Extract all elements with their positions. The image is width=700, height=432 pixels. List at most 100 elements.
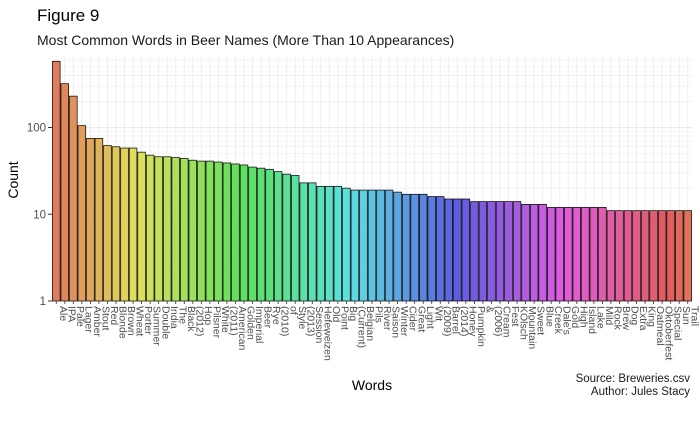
x-tick-label: of [287, 306, 299, 315]
bar-11 [145, 154, 155, 302]
x-tick-label: Mild [603, 306, 615, 325]
bar-52 [495, 201, 505, 302]
x-axis-label: Words [352, 377, 392, 393]
bar-59 [555, 207, 564, 302]
bar-49 [470, 201, 479, 302]
bar-68 [632, 210, 641, 302]
x-tick-label: Wit [432, 306, 444, 321]
bar-60 [564, 207, 573, 302]
bar-23 [248, 166, 257, 302]
bar-44 [427, 196, 436, 302]
bar-1 [60, 83, 69, 302]
bar-57 [538, 204, 547, 302]
x-tick-label: Pils [373, 306, 385, 323]
bar-37 [367, 189, 377, 302]
bar-32 [325, 185, 334, 302]
bar-56 [529, 204, 539, 302]
bar-34 [342, 187, 351, 302]
x-tick-label: White [219, 306, 231, 333]
bar-64 [598, 207, 607, 302]
bar-30 [308, 182, 317, 302]
x-tick-label: Sun [680, 306, 692, 325]
bar-43 [419, 193, 428, 302]
x-tick-label: Barrel [449, 306, 461, 334]
y-tick-label: 100 [27, 123, 46, 135]
bar-70 [649, 210, 658, 302]
x-tick-label: Fest [509, 306, 521, 327]
bar-38 [376, 189, 385, 302]
x-tick-label: King [646, 306, 658, 327]
x-tick-label: Imperial [253, 306, 265, 343]
y-tick-label: 10 [33, 209, 46, 221]
bar-54 [512, 201, 522, 302]
y-tick-label: 1 [40, 296, 46, 308]
x-tick-label: Style [296, 306, 308, 330]
x-tick-label: Oatmeal [654, 306, 666, 346]
bar-3 [77, 125, 87, 302]
bar-65 [606, 210, 616, 302]
bar-28 [291, 175, 300, 302]
x-tick-label: Light [424, 306, 436, 329]
bar-8 [120, 147, 129, 302]
x-tick-label: The [176, 306, 188, 324]
x-tick-label: (Current) [356, 306, 368, 348]
x-tick-label: Winter [398, 306, 410, 337]
bar-19 [214, 161, 223, 302]
x-tick-label: Saison [390, 306, 402, 338]
bar-51 [487, 201, 496, 302]
bar-9 [128, 147, 138, 302]
x-tick-label: India [168, 306, 180, 329]
bar-36 [359, 189, 368, 302]
x-tick-label: Extra [637, 306, 649, 331]
x-tick-label: Blue [543, 306, 555, 327]
x-tick-label: (2013) [304, 306, 316, 336]
x-tick-label: Rock [612, 306, 624, 331]
x-tick-label: Oktoberfest [663, 306, 675, 360]
x-tick-label: IPA [65, 306, 77, 322]
x-tick-label: Dog [629, 306, 641, 325]
bar-40 [393, 191, 402, 302]
x-tick-label: Mountain [526, 306, 538, 349]
bar-20 [222, 162, 232, 302]
bar-53 [504, 201, 513, 302]
bars [52, 60, 692, 302]
x-tick-label: Point [338, 306, 350, 330]
bar-72 [666, 210, 675, 302]
bar-45 [436, 196, 445, 302]
x-tick-label: Honey [466, 306, 478, 337]
x-tick-label: Hop [202, 306, 214, 325]
bar-0 [52, 60, 61, 302]
bar-66 [615, 210, 624, 302]
bar-24 [256, 167, 266, 302]
bar-41 [401, 193, 411, 302]
x-tick-label: & [484, 306, 496, 313]
x-tick-label: Pumpkin [475, 306, 487, 347]
bar-63 [589, 207, 599, 302]
bar-62 [581, 207, 590, 302]
bar-42 [410, 193, 419, 302]
bar-48 [461, 198, 471, 302]
bar-29 [299, 182, 308, 302]
x-tick-label: Brown [125, 306, 137, 336]
x-tick-label: Gold [569, 306, 581, 328]
x-axis: AleIPAPaleLagerAmberStoutRedBlondeBrownW… [55, 301, 700, 361]
x-tick-label: Creek [552, 306, 564, 335]
bar-58 [547, 207, 556, 302]
y-axis: 1 10 100 [27, 123, 52, 308]
x-tick-label: High [577, 306, 589, 328]
bar-15 [180, 158, 189, 302]
bar-71 [657, 210, 667, 302]
x-tick-label: Amber [91, 306, 103, 337]
bar-69 [640, 210, 650, 302]
caption-author: Author: Jules Stacy [590, 386, 690, 398]
bar-73 [675, 210, 684, 302]
bar-12 [154, 156, 163, 302]
x-tick-label: (2012) [193, 306, 205, 336]
x-tick-label: Hefeweizen [321, 306, 333, 361]
bar-18 [205, 160, 215, 302]
bar-14 [171, 157, 180, 302]
bar-61 [572, 207, 581, 302]
bar-31 [316, 185, 325, 302]
bar-74 [683, 210, 692, 302]
